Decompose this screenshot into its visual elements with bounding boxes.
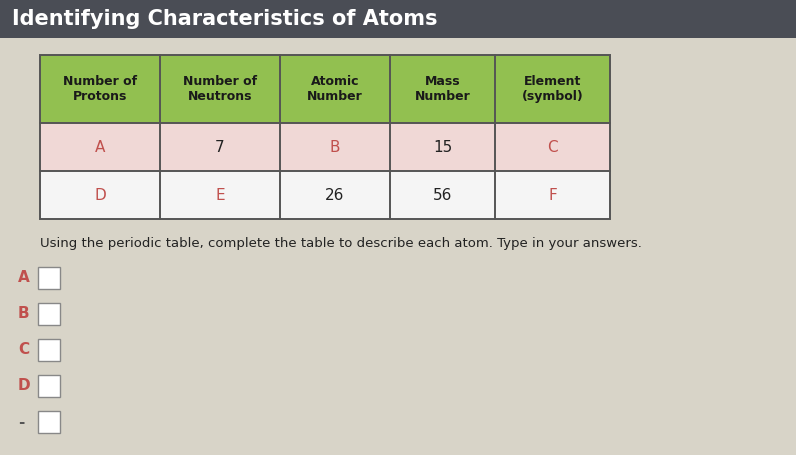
Text: Element
(symbol): Element (symbol) xyxy=(521,75,583,103)
Bar xyxy=(40,55,610,123)
Text: Mass
Number: Mass Number xyxy=(415,75,470,103)
Text: C: C xyxy=(547,140,558,155)
Text: Using the periodic table, complete the table to describe each atom. Type in your: Using the periodic table, complete the t… xyxy=(40,237,642,250)
Bar xyxy=(38,339,60,361)
Text: 56: 56 xyxy=(433,187,452,202)
Text: 26: 26 xyxy=(326,187,345,202)
Bar xyxy=(40,55,610,219)
Text: D: D xyxy=(18,379,30,394)
Bar xyxy=(38,303,60,325)
Bar xyxy=(38,411,60,433)
Text: 15: 15 xyxy=(433,140,452,155)
Text: F: F xyxy=(548,187,557,202)
Text: B: B xyxy=(330,140,340,155)
Text: C: C xyxy=(18,343,29,358)
Bar xyxy=(38,375,60,397)
Text: A: A xyxy=(18,271,29,285)
Bar xyxy=(40,123,610,171)
Text: D: D xyxy=(94,187,106,202)
Text: B: B xyxy=(18,307,29,322)
Bar xyxy=(0,0,796,38)
Text: -: - xyxy=(18,415,25,430)
Text: 7: 7 xyxy=(215,140,224,155)
Text: E: E xyxy=(215,187,224,202)
Text: A: A xyxy=(95,140,105,155)
Text: Number of
Protons: Number of Protons xyxy=(63,75,137,103)
Text: Identifying Characteristics of Atoms: Identifying Characteristics of Atoms xyxy=(12,9,438,29)
Bar xyxy=(40,171,610,219)
Bar xyxy=(38,267,60,289)
Text: Number of
Neutrons: Number of Neutrons xyxy=(183,75,257,103)
Text: Atomic
Number: Atomic Number xyxy=(307,75,363,103)
